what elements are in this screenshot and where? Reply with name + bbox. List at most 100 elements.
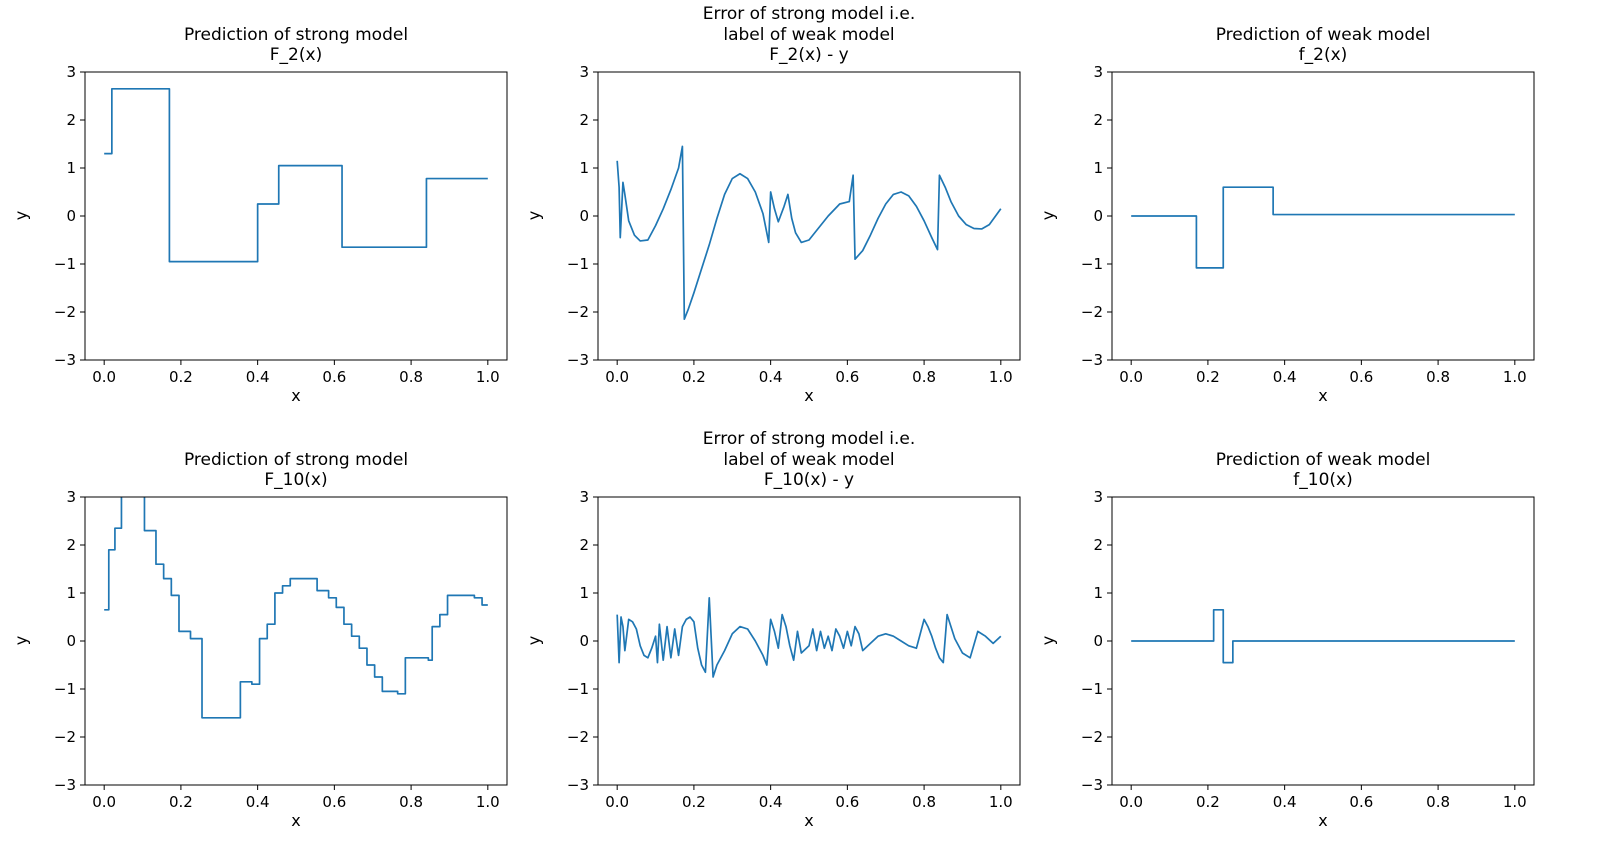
plot-area: 0.0 0.2 0.4 0.6 0.8 1.0 −3 −2 −1 0 1 2 3 (1081, 489, 1535, 811)
series-line (616, 145, 1002, 321)
plot-area: 0.0 0.2 0.4 0.6 0.8 1.0 −3 −2 −1 0 1 2 3 (567, 64, 1021, 386)
subplot-title-text: Prediction of weak model f_2(x) (1215, 24, 1431, 66)
y-tick-label: −2 (1081, 303, 1103, 321)
x-tick-label: 0.8 (399, 793, 423, 811)
y-tick-label: 3 (66, 64, 76, 81)
axes-box (1111, 71, 1535, 361)
y-tick-label: 0 (66, 207, 76, 225)
y-tick-label: −1 (54, 255, 76, 273)
y-tick-label: 0 (66, 632, 76, 650)
x-tick-label: 1.0 (476, 368, 500, 386)
x-tick-label: 1.0 (1503, 368, 1527, 386)
x-tick-label: 0.6 (835, 793, 859, 811)
x-tick-label: 0.0 (1119, 368, 1143, 386)
x-tick-label: 0.6 (835, 368, 859, 386)
x-tick-label: 0.6 (1349, 368, 1373, 386)
y-tick-label: 0 (579, 632, 589, 650)
subplot-title: Prediction of weak model f_2(x) (1112, 4, 1534, 66)
y-tick-label: 0 (1093, 207, 1103, 225)
y-tick-label: −2 (54, 303, 76, 321)
x-tick-label: 0.4 (759, 793, 783, 811)
subplot-title: Error of strong model i.e. label of weak… (598, 429, 1020, 491)
y-tick-label: 2 (66, 536, 76, 554)
y-tick-label: 3 (579, 489, 589, 506)
y-tick-label: −3 (1081, 776, 1103, 794)
y-tick-label: 2 (579, 536, 589, 554)
x-tick-label: 0.8 (1426, 368, 1450, 386)
x-tick-label: 1.0 (476, 793, 500, 811)
series-line (1131, 608, 1515, 664)
axes-box (597, 496, 1021, 786)
x-tick-label: 0.4 (1273, 793, 1297, 811)
y-tick-label: −3 (567, 776, 589, 794)
x-axis-label: x (291, 386, 301, 405)
x-tick-label: 0.2 (682, 793, 706, 811)
y-tick-label: −3 (54, 351, 76, 369)
x-tick-label: 0.8 (399, 368, 423, 386)
y-tick-label: −2 (1081, 728, 1103, 746)
y-tick-label: 1 (1093, 159, 1103, 177)
y-tick-label: 1 (66, 584, 76, 602)
x-tick-label: 1.0 (989, 793, 1013, 811)
y-tick-label: −2 (567, 303, 589, 321)
subplot-weak-model-10: Prediction of weak model f_10(x) y 0.0 0.… (1027, 429, 1571, 860)
axes-box (84, 496, 508, 786)
x-tick-label: 0.2 (169, 368, 193, 386)
y-tick-label: 0 (579, 207, 589, 225)
plot-area: 0.0 0.2 0.4 0.6 0.8 1.0 −3 −2 −1 0 1 2 3 (567, 489, 1021, 811)
x-tick-label: 0.2 (1196, 793, 1220, 811)
y-tick-label: 3 (1093, 489, 1103, 506)
y-tick-label: 1 (66, 159, 76, 177)
y-tick-label: −1 (567, 255, 589, 273)
x-tick-label: 0.4 (1273, 368, 1297, 386)
y-tick-label: −3 (567, 351, 589, 369)
y-tick-label: −3 (1081, 351, 1103, 369)
y-tick-label: 2 (579, 111, 589, 129)
x-tick-label: 0.4 (759, 368, 783, 386)
x-tick-label: 0.8 (912, 793, 936, 811)
y-tick-label: −2 (567, 728, 589, 746)
y-tick-label: −1 (1081, 255, 1103, 273)
x-tick-label: 0.0 (92, 793, 116, 811)
subplot-title-text: Error of strong model i.e. label of weak… (702, 428, 916, 491)
subplot-error-model-10: Error of strong model i.e. label of weak… (513, 429, 1057, 860)
plot-area: 0.0 0.2 0.4 0.6 0.8 1.0 −3 −2 −1 0 1 2 3 (54, 64, 508, 386)
axes-box (597, 71, 1021, 361)
y-tick-label: 2 (1093, 111, 1103, 129)
subplot-title: Error of strong model i.e. label of weak… (598, 4, 1020, 66)
y-tick-label: 3 (66, 489, 76, 506)
x-tick-label: 1.0 (989, 368, 1013, 386)
y-tick-label: −1 (567, 680, 589, 698)
x-tick-label: 1.0 (1503, 793, 1527, 811)
x-axis-label: x (1318, 386, 1328, 405)
subplot-title-text: Prediction of strong model F_10(x) (183, 449, 409, 491)
y-tick-label: 0 (1093, 632, 1103, 650)
series-line (104, 497, 488, 719)
series-line (616, 596, 1002, 678)
y-tick-label: −1 (1081, 680, 1103, 698)
y-tick-label: 1 (579, 159, 589, 177)
x-tick-label: 0.0 (1119, 793, 1143, 811)
x-axis-label: x (804, 811, 814, 830)
y-tick-label: 1 (579, 584, 589, 602)
subplot-strong-model-10: Prediction of strong model F_10(x) y 0.0… (0, 429, 544, 860)
x-tick-label: 0.4 (246, 368, 270, 386)
x-tick-label: 0.4 (246, 793, 270, 811)
y-tick-label: −1 (54, 680, 76, 698)
x-tick-label: 0.8 (1426, 793, 1450, 811)
subplot-title: Prediction of strong model F_10(x) (85, 429, 507, 491)
subplot-error-model-2: Error of strong model i.e. label of weak… (513, 4, 1057, 440)
y-tick-label: 3 (579, 64, 589, 81)
y-tick-label: −2 (54, 728, 76, 746)
x-tick-label: 0.8 (912, 368, 936, 386)
subplot-title-text: Prediction of weak model f_10(x) (1215, 449, 1431, 491)
subplot-title: Prediction of strong model F_2(x) (85, 4, 507, 66)
subplot-title: Prediction of weak model f_10(x) (1112, 429, 1534, 491)
series-line (1131, 186, 1515, 269)
x-axis-label: x (291, 811, 301, 830)
x-tick-label: 0.6 (322, 368, 346, 386)
x-tick-label: 0.0 (605, 368, 629, 386)
x-tick-label: 0.0 (605, 793, 629, 811)
y-tick-label: 3 (1093, 64, 1103, 81)
